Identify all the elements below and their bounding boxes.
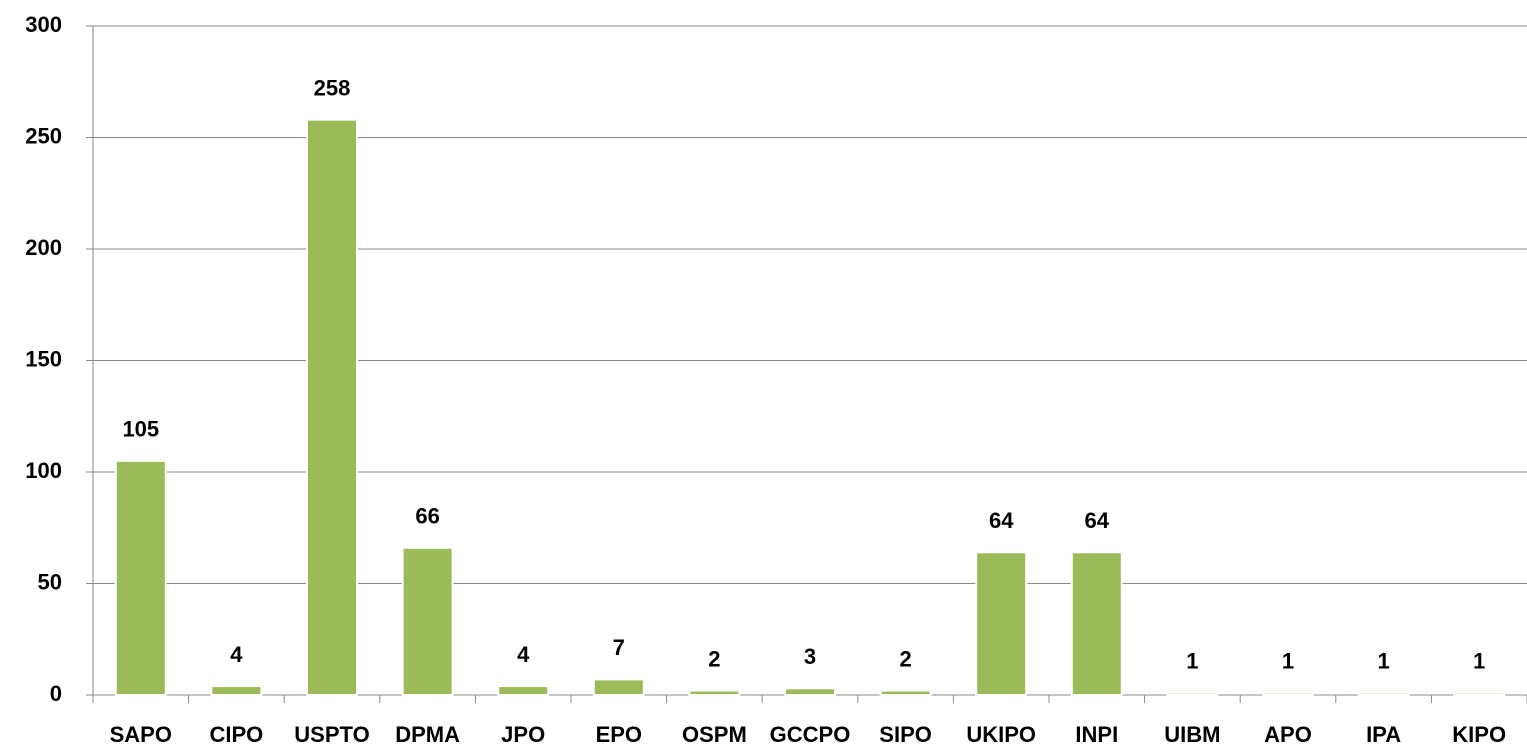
x-tick-label: KIPO xyxy=(1452,722,1506,747)
x-tick-label: OSPM xyxy=(682,722,747,747)
x-tick-label: UIBM xyxy=(1164,722,1220,747)
bar xyxy=(1453,691,1506,697)
bar xyxy=(592,678,645,697)
value-label: 258 xyxy=(314,75,351,100)
value-label: 105 xyxy=(122,417,159,442)
bar xyxy=(306,118,358,697)
y-tick-label: 100 xyxy=(25,458,62,483)
value-label: 66 xyxy=(415,504,439,529)
value-label: 1 xyxy=(1473,649,1485,674)
x-tick-label: APO xyxy=(1264,722,1312,747)
value-label: 1 xyxy=(1377,649,1389,674)
x-tick-label: GCCPO xyxy=(770,722,851,747)
value-label: 64 xyxy=(989,508,1014,533)
y-tick-label: 200 xyxy=(25,235,62,260)
bar xyxy=(975,551,1028,697)
value-label: 2 xyxy=(708,646,720,671)
x-tick-label: IPA xyxy=(1366,722,1401,747)
x-tick-label: SIPO xyxy=(879,722,932,747)
y-tick-label: 250 xyxy=(25,123,62,148)
bar xyxy=(1070,551,1123,697)
value-label: 7 xyxy=(613,635,625,660)
bar xyxy=(210,685,263,697)
value-label: 3 xyxy=(804,644,816,669)
bar xyxy=(114,459,167,696)
y-tick-label: 150 xyxy=(25,346,62,371)
x-tick-label: JPO xyxy=(501,722,545,747)
x-tick-label: EPO xyxy=(596,722,642,747)
bar xyxy=(1262,691,1314,697)
y-tick-label: 0 xyxy=(50,681,62,706)
bar xyxy=(1357,691,1410,697)
bar xyxy=(497,685,550,697)
bar xyxy=(401,546,454,696)
x-tick-label: SAPO xyxy=(110,722,172,747)
bar xyxy=(688,689,741,696)
x-tick-label: USPTO xyxy=(294,722,369,747)
value-label: 1 xyxy=(1282,649,1294,674)
value-label: 4 xyxy=(517,642,530,667)
value-label: 64 xyxy=(1085,508,1110,533)
x-tick-label: UKIPO xyxy=(966,722,1036,747)
value-label: 4 xyxy=(230,642,243,667)
bar xyxy=(1166,691,1219,697)
x-tick-label: DPMA xyxy=(395,722,460,747)
bar xyxy=(879,689,932,696)
y-tick-label: 300 xyxy=(25,12,62,37)
y-tick-label: 50 xyxy=(38,569,62,594)
value-label: 2 xyxy=(899,646,911,671)
bar xyxy=(784,687,836,696)
x-tick-label: CIPO xyxy=(210,722,264,747)
x-tick-label: INPI xyxy=(1075,722,1118,747)
value-label: 1 xyxy=(1186,649,1198,674)
